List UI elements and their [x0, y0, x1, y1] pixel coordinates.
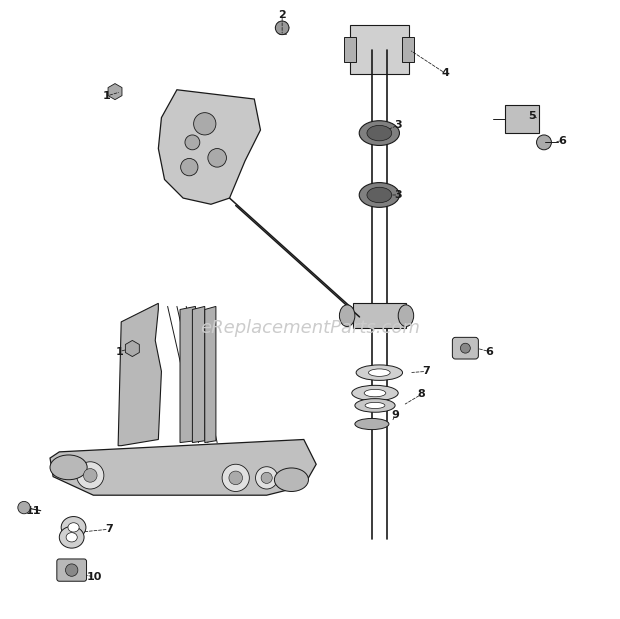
Polygon shape: [118, 303, 161, 446]
Ellipse shape: [355, 418, 389, 430]
Text: 4: 4: [441, 68, 449, 78]
Polygon shape: [158, 90, 260, 204]
Circle shape: [261, 472, 272, 483]
Bar: [344, 37, 356, 62]
Text: 7: 7: [105, 524, 113, 534]
Circle shape: [193, 113, 216, 135]
Text: 1: 1: [115, 347, 123, 357]
Ellipse shape: [359, 121, 399, 145]
Text: 9: 9: [391, 410, 399, 420]
Text: 10: 10: [87, 572, 102, 582]
Text: 3: 3: [395, 120, 402, 130]
Ellipse shape: [355, 399, 395, 412]
Ellipse shape: [365, 402, 385, 409]
Circle shape: [229, 471, 242, 485]
Ellipse shape: [367, 126, 392, 141]
Ellipse shape: [68, 522, 79, 532]
Bar: [402, 37, 414, 62]
Circle shape: [18, 501, 30, 514]
Text: 2: 2: [278, 11, 286, 20]
Polygon shape: [192, 306, 205, 443]
Circle shape: [185, 135, 200, 150]
FancyBboxPatch shape: [453, 337, 479, 359]
Ellipse shape: [356, 365, 402, 380]
Text: 1: 1: [103, 91, 111, 101]
Text: 6: 6: [559, 136, 567, 145]
Text: 8: 8: [417, 389, 425, 399]
Text: 3: 3: [395, 190, 402, 200]
Circle shape: [208, 149, 226, 167]
Circle shape: [84, 469, 97, 482]
Circle shape: [222, 464, 249, 491]
Text: 5: 5: [528, 111, 536, 121]
FancyBboxPatch shape: [57, 559, 87, 581]
Ellipse shape: [398, 305, 414, 327]
Ellipse shape: [66, 532, 78, 542]
Ellipse shape: [60, 526, 84, 548]
Ellipse shape: [50, 455, 87, 480]
Circle shape: [66, 564, 78, 576]
Text: eReplacementParts.com: eReplacementParts.com: [200, 319, 420, 337]
Ellipse shape: [368, 369, 390, 376]
Circle shape: [77, 462, 104, 489]
Bar: [505, 105, 539, 133]
Ellipse shape: [359, 183, 399, 207]
Text: 6: 6: [485, 347, 494, 357]
Ellipse shape: [275, 21, 289, 35]
Ellipse shape: [367, 187, 392, 203]
Text: 11: 11: [25, 506, 41, 516]
Ellipse shape: [364, 389, 386, 397]
Circle shape: [255, 467, 278, 489]
Circle shape: [461, 343, 471, 353]
Ellipse shape: [275, 468, 309, 491]
Ellipse shape: [352, 385, 398, 401]
Polygon shape: [350, 25, 409, 74]
Polygon shape: [205, 306, 216, 443]
Ellipse shape: [61, 516, 86, 539]
Text: 7: 7: [422, 366, 430, 376]
Polygon shape: [50, 439, 316, 495]
Circle shape: [536, 135, 551, 150]
Circle shape: [180, 158, 198, 176]
Polygon shape: [180, 306, 195, 443]
Bar: [353, 303, 406, 328]
Ellipse shape: [339, 305, 355, 327]
